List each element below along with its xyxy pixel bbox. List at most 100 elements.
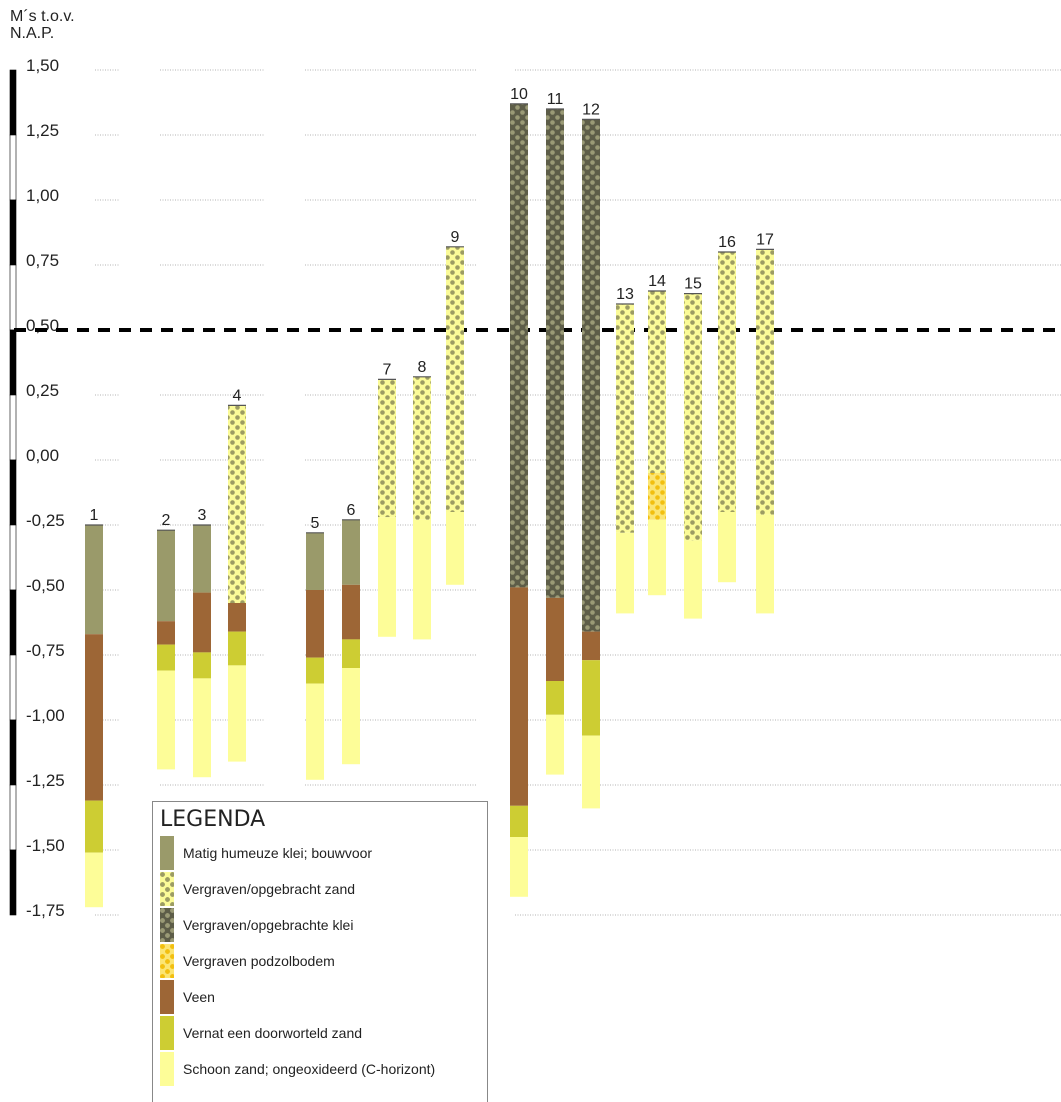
- core-16: 16: [718, 234, 736, 583]
- core-layer-zand: [413, 519, 431, 640]
- core-layer-zand_opg: [756, 249, 774, 515]
- legend-label: Vergraven/opgebrachte klei: [183, 917, 354, 933]
- axis-scale-block: [9, 459, 17, 526]
- core-layer-klei: [193, 525, 211, 593]
- core-layer-zand_opg: [413, 376, 431, 520]
- core-layer-veen: [228, 603, 246, 632]
- core-label: 4: [233, 387, 242, 404]
- core-5: 5: [306, 515, 324, 780]
- y-tick-label: 1,50: [26, 56, 59, 75]
- legend-title: LEGENDA: [160, 807, 266, 832]
- core-layer-zand: [756, 514, 774, 614]
- core-layer-klei: [157, 530, 175, 622]
- axis-scale-block: [9, 784, 17, 851]
- core-2: 2: [157, 512, 175, 770]
- axis-scale-block: [9, 719, 17, 786]
- core-layer-zand: [616, 532, 634, 614]
- core-13: 13: [616, 286, 634, 614]
- legend-item-zand: Schoon zand; ongeoxideerd (C-horizont): [160, 1052, 480, 1086]
- legend-swatch: [160, 908, 174, 942]
- legend-swatch: [160, 944, 174, 978]
- core-layer-veen: [85, 634, 103, 801]
- core-layer-zand: [342, 668, 360, 765]
- legend-swatch: [160, 836, 174, 870]
- core-4: 4: [228, 387, 246, 762]
- y-tick-label: -0,50: [26, 576, 65, 595]
- core-layer-klei_opg: [510, 103, 528, 588]
- core-6: 6: [342, 502, 360, 765]
- legend-swatch: [160, 1016, 174, 1050]
- y-tick-label: -1,75: [26, 901, 65, 920]
- axis-scale-block: [9, 524, 17, 591]
- core-label: 16: [718, 234, 736, 251]
- core-layer-zand: [684, 540, 702, 619]
- y-tick-label: -1,25: [26, 771, 65, 790]
- axis-scale-block: [9, 329, 17, 396]
- core-label: 12: [582, 101, 600, 118]
- core-label: 15: [684, 276, 702, 293]
- core-label: 11: [547, 91, 564, 108]
- core-layer-vernat: [306, 657, 324, 684]
- y-tick-label: 0,75: [26, 251, 59, 270]
- axis-scale-block: [9, 394, 17, 461]
- core-layer-zand: [718, 512, 736, 583]
- core-layer-vernat: [546, 681, 564, 715]
- core-layer-zand_opg: [684, 293, 702, 541]
- y-axis-title: M´s t.o.v. N.A.P.: [10, 8, 75, 42]
- y-tick-label: -1,00: [26, 706, 65, 725]
- core-layer-veen: [306, 590, 324, 658]
- core-layer-vernat: [582, 660, 600, 736]
- core-layer-zand_opg: [446, 246, 464, 513]
- legend-label: Veen: [183, 989, 215, 1005]
- axis-scale-block: [9, 69, 17, 136]
- core-label: 9: [451, 229, 460, 246]
- core-layer-veen: [342, 584, 360, 640]
- core-12: 12: [582, 101, 600, 809]
- axis-scale-block: [9, 849, 17, 916]
- y-tick-label: 0,25: [26, 381, 59, 400]
- core-label: 2: [162, 512, 171, 529]
- legend-label: Vernat een doorworteld zand: [183, 1025, 363, 1041]
- y-tick-label: 0,00: [26, 446, 59, 465]
- y-tick-label: 0,50: [26, 316, 59, 335]
- core-layer-zand: [157, 670, 175, 770]
- core-label: 5: [311, 515, 320, 532]
- legend-label: Matig humeuze klei; bouwvoor: [183, 845, 373, 861]
- core-layer-klei_opg: [582, 119, 600, 632]
- y-tick-label: -0,75: [26, 641, 65, 660]
- axis-scale-block: [9, 134, 17, 201]
- core-label: 7: [383, 361, 392, 378]
- core-layer-zand_opg: [378, 379, 396, 518]
- core-label: 10: [510, 86, 528, 103]
- core-layer-veen: [546, 597, 564, 681]
- legend-item-veen: Veen: [160, 980, 480, 1014]
- core-label: 3: [198, 507, 207, 524]
- core-layer-veen: [193, 592, 211, 653]
- core-layer-zand_opg: [648, 291, 666, 473]
- core-layer-zand_opg: [616, 304, 634, 533]
- y-tick-label: 1,00: [26, 186, 59, 205]
- core-label: 8: [418, 359, 427, 376]
- axis-scale-block: [9, 654, 17, 721]
- legend-label: Vergraven podzolbodem: [183, 953, 335, 969]
- core-layer-vernat: [85, 800, 103, 853]
- axis-scale-block: [9, 264, 17, 331]
- y-axis-title-line-1: M´s t.o.v.: [10, 8, 75, 25]
- core-7: 7: [378, 361, 396, 637]
- core-layer-zand: [446, 512, 464, 585]
- core-layer-vernat: [157, 644, 175, 671]
- core-layer-zand: [85, 852, 103, 908]
- core-layer-zand_opg: [718, 252, 736, 512]
- core-1: 1: [85, 507, 103, 908]
- y-axis: 1,50 1,25 1,00 0,75 0,50 0,25 0,00 -0,25 -0,50 -0…: [9, 56, 65, 920]
- core-layer-vernat: [510, 805, 528, 837]
- core-layer-zand: [510, 837, 528, 897]
- core-layer-zand: [582, 735, 600, 809]
- legend-label: Vergraven/opgebracht zand: [183, 881, 356, 897]
- core-14: 14: [648, 273, 666, 596]
- core-label: 6: [347, 502, 356, 519]
- legend-item-vernat: Vernat een doorworteld zand: [160, 1016, 480, 1050]
- y-tick-label: -0,25: [26, 511, 65, 530]
